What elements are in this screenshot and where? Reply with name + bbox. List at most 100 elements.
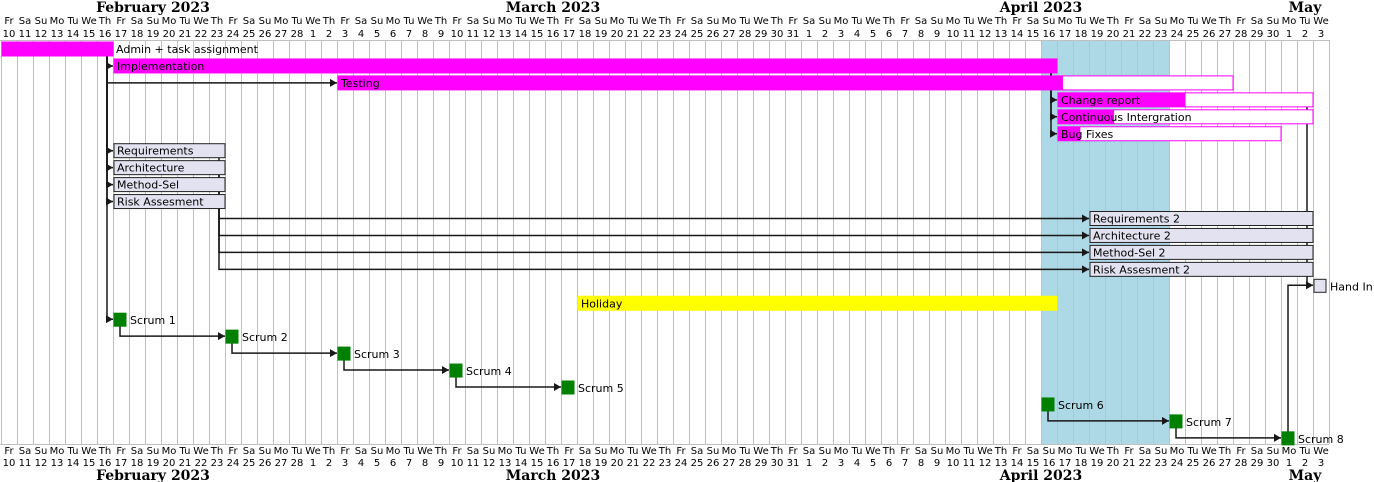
weekday-label-bottom: Sa bbox=[19, 446, 31, 457]
task-label: Admin + task assignment bbox=[116, 43, 259, 56]
task-bar bbox=[1089, 211, 1314, 226]
weekday-label-bottom: Sa bbox=[355, 446, 367, 457]
daynum-label-top: 23 bbox=[659, 29, 672, 40]
weekday-label-bottom: Fr bbox=[564, 446, 574, 457]
dependency-arrow bbox=[343, 359, 449, 375]
daynum-label-top: 26 bbox=[259, 29, 272, 40]
milestone-label: Scrum 6 bbox=[1058, 399, 1104, 412]
weekday-label-top: Th bbox=[434, 16, 447, 27]
daynum-label-top: 13 bbox=[51, 29, 64, 40]
daynum-label-bottom: 5 bbox=[870, 458, 876, 469]
daynum-label-top: 17 bbox=[1059, 29, 1072, 40]
milestone-label: Scrum 2 bbox=[242, 331, 288, 344]
weekday-label-top: Tu bbox=[1187, 16, 1199, 27]
milestone-s2: Scrum 2 bbox=[225, 329, 288, 344]
milestone-label: Scrum 3 bbox=[354, 348, 400, 361]
daynum-label-top: 25 bbox=[1187, 29, 1200, 40]
daynum-label-bottom: 7 bbox=[902, 458, 908, 469]
weekday-label-bottom: Th bbox=[882, 446, 895, 457]
weekday-label-bottom: Su bbox=[1155, 446, 1168, 457]
weekday-label-top: We bbox=[1089, 16, 1104, 27]
weekday-label-bottom: Su bbox=[147, 446, 160, 457]
weekday-label-top: We bbox=[417, 16, 432, 27]
weekday-label-bottom: Th bbox=[322, 446, 335, 457]
weekday-label-top: Sa bbox=[579, 16, 591, 27]
weekday-label-bottom: We bbox=[977, 446, 992, 457]
daynum-label-bottom: 18 bbox=[579, 458, 592, 469]
weekday-label-bottom: Sa bbox=[691, 446, 703, 457]
daynum-label-bottom: 12 bbox=[35, 458, 48, 469]
task-admin: Admin + task assignment bbox=[1, 41, 259, 57]
daynum-label-top: 28 bbox=[1235, 29, 1248, 40]
daynum-label-top: 21 bbox=[179, 29, 192, 40]
daynum-label-bottom: 19 bbox=[595, 458, 608, 469]
daynum-label-bottom: 20 bbox=[1107, 458, 1120, 469]
task-label: Testing bbox=[340, 77, 380, 90]
month-label-top: March 2023 bbox=[506, 0, 601, 16]
daynum-label-bottom: 2 bbox=[1302, 458, 1308, 469]
daynum-label-bottom: 30 bbox=[1267, 458, 1280, 469]
daynum-label-bottom: 26 bbox=[259, 458, 272, 469]
month-label-bottom: February 2023 bbox=[96, 468, 210, 482]
weekday-label-bottom: Su bbox=[1043, 446, 1056, 457]
daynum-label-top: 4 bbox=[854, 29, 860, 40]
weekday-label-bottom: We bbox=[417, 446, 432, 457]
weekday-label-bottom: Sa bbox=[1139, 446, 1151, 457]
weekday-label-bottom: Th bbox=[210, 446, 223, 457]
weekday-label-bottom: Tu bbox=[963, 446, 975, 457]
daynum-label-bottom: 9 bbox=[934, 458, 940, 469]
weekday-label-bottom: Tu bbox=[179, 446, 191, 457]
daynum-label-bottom: 27 bbox=[1219, 458, 1232, 469]
weekday-label-bottom: Mo bbox=[946, 446, 961, 457]
milestone-label: Scrum 5 bbox=[578, 382, 624, 395]
dependency-arrow bbox=[106, 56, 113, 324]
weekday-label-bottom: Su bbox=[1267, 446, 1280, 457]
milestone-label: Hand In bbox=[1330, 280, 1373, 293]
calendar-footer: Fr10Sa11Su12Mo13Tu14We15Th16Fr17Sa18Su19… bbox=[3, 446, 1329, 482]
daynum-label-bottom: 14 bbox=[67, 458, 80, 469]
weekday-label-bottom: We bbox=[641, 446, 656, 457]
weekday-label-top: Tu bbox=[403, 16, 415, 27]
weekday-label-top: We bbox=[81, 16, 96, 27]
daynum-label-bottom: 13 bbox=[995, 458, 1008, 469]
weekday-label-bottom: Fr bbox=[1236, 446, 1246, 457]
weekday-label-bottom: Mo bbox=[386, 446, 401, 457]
daynum-label-top: 17 bbox=[563, 29, 576, 40]
weekday-label-top: Mo bbox=[834, 16, 849, 27]
weekday-label-top: Th bbox=[1218, 16, 1231, 27]
daynum-label-top: 25 bbox=[243, 29, 256, 40]
task-bar bbox=[1, 41, 114, 57]
daynum-label-bottom: 3 bbox=[342, 458, 348, 469]
daynum-label-bottom: 12 bbox=[979, 458, 992, 469]
weekday-label-top: Su bbox=[147, 16, 160, 27]
weekday-label-bottom: Mo bbox=[722, 446, 737, 457]
weekday-label-top: Fr bbox=[676, 16, 686, 27]
daynum-label-top: 6 bbox=[390, 29, 396, 40]
weekday-label-bottom: Sa bbox=[915, 446, 927, 457]
weekday-label-top: Mo bbox=[498, 16, 513, 27]
milestone-marker bbox=[561, 380, 575, 395]
weekday-label-bottom: We bbox=[1201, 446, 1216, 457]
weekday-label-bottom: Mo bbox=[274, 446, 289, 457]
daynum-label-bottom: 1 bbox=[310, 458, 316, 469]
weekday-label-top: Su bbox=[707, 16, 720, 27]
weekday-label-top: Su bbox=[259, 16, 272, 27]
weekday-label-top: We bbox=[529, 16, 544, 27]
milestone-s7: Scrum 7 bbox=[1169, 414, 1232, 429]
milestone-handin: Hand In bbox=[1313, 278, 1373, 293]
daynum-label-top: 28 bbox=[291, 29, 304, 40]
weekday-label-top: Su bbox=[1155, 16, 1168, 27]
daynum-label-top: 15 bbox=[531, 29, 544, 40]
dependency-arrow bbox=[119, 325, 225, 341]
daynum-label-bottom: 20 bbox=[611, 458, 624, 469]
daynum-label-bottom: 13 bbox=[499, 458, 512, 469]
calendar-header: Fr10Sa11Su12Mo13Tu14We15Th16Fr17Sa18Su19… bbox=[3, 0, 1329, 40]
daynum-label-top: 11 bbox=[19, 29, 32, 40]
weekday-label-top: Sa bbox=[467, 16, 479, 27]
daynum-label-bottom: 25 bbox=[1187, 458, 1200, 469]
weekday-label-top: Sa bbox=[131, 16, 143, 27]
daynum-label-bottom: 19 bbox=[1091, 458, 1104, 469]
daynum-label-bottom: 24 bbox=[675, 458, 688, 469]
weekday-label-top: Mo bbox=[610, 16, 625, 27]
daynum-label-top: 24 bbox=[1171, 29, 1184, 40]
